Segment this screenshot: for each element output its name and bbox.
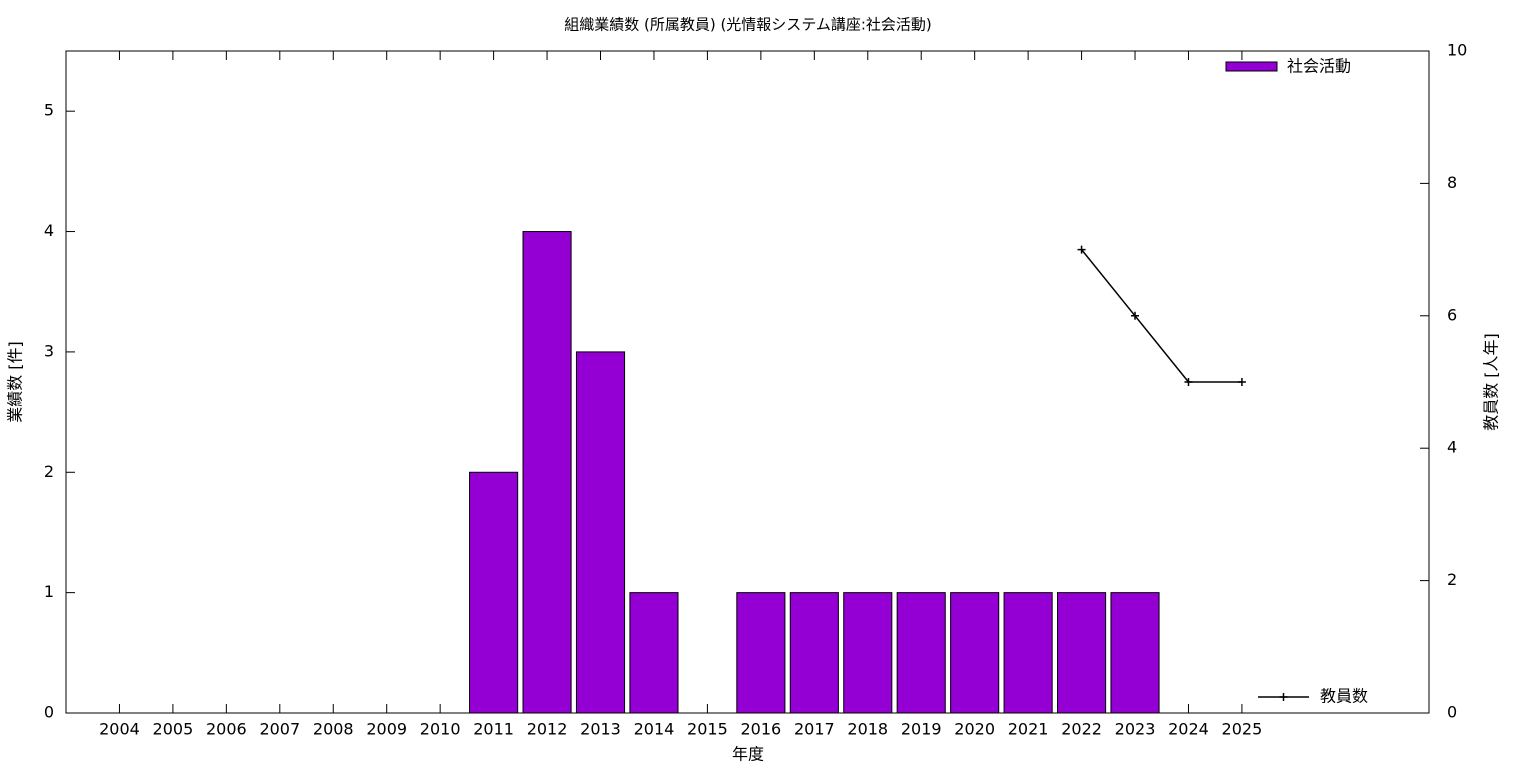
x-axis-label: 年度 — [732, 745, 764, 764]
x-tick-label: 2008 — [313, 720, 354, 739]
bar — [522, 231, 572, 714]
bar — [629, 592, 679, 714]
legend-label: 教員数 — [1320, 687, 1368, 706]
bar — [950, 592, 1000, 714]
x-tick-label: 2021 — [1008, 720, 1049, 739]
y-tick-label: 2 — [44, 462, 54, 481]
x-tick-label: 2016 — [741, 720, 782, 739]
y2-tick-label: 6 — [1447, 305, 1457, 324]
y-tick-label: 0 — [44, 703, 54, 722]
y2-axis-label: 教員数 [人年] — [1482, 333, 1501, 431]
x-tick-label: 2013 — [580, 720, 621, 739]
x-tick-label: 2025 — [1222, 720, 1263, 739]
y2-tick-label: 4 — [1447, 438, 1457, 457]
bar — [1003, 592, 1053, 714]
legend-swatch — [1225, 61, 1278, 72]
y2-tick-label: 0 — [1447, 703, 1457, 722]
y-tick-label: 3 — [44, 341, 54, 360]
x-tick-label: 2004 — [99, 720, 140, 739]
x-tick-label: 2020 — [954, 720, 995, 739]
x-tick-label: 2010 — [420, 720, 461, 739]
y-tick-label: 4 — [44, 221, 54, 240]
x-tick-label: 2012 — [527, 720, 568, 739]
x-tick-label: 2024 — [1168, 720, 1209, 739]
bar — [1057, 592, 1107, 714]
bar — [843, 592, 893, 714]
x-tick-label: 2014 — [634, 720, 675, 739]
bar — [1110, 592, 1160, 714]
x-tick-label: 2017 — [794, 720, 835, 739]
bar — [896, 592, 946, 714]
line — [1080, 249, 1242, 383]
x-tick-label: 2019 — [901, 720, 942, 739]
bar — [469, 471, 519, 714]
x-tick-label: 2015 — [687, 720, 728, 739]
bar — [575, 351, 626, 714]
y-tick-label: 5 — [44, 101, 54, 120]
y-tick-label: 1 — [44, 582, 54, 601]
legend-marker — [1279, 693, 1288, 701]
y2-tick-label: 2 — [1447, 570, 1457, 589]
chart-title: 組織業績数 (所属教員) (光情報システム講座:社会活動) — [564, 16, 932, 34]
bar — [736, 592, 786, 714]
x-tick-label: 2006 — [206, 720, 247, 739]
x-tick-label: 2005 — [153, 720, 194, 739]
x-tick-label: 2023 — [1115, 720, 1156, 739]
x-tick-label: 2018 — [847, 720, 888, 739]
x-tick-label: 2022 — [1061, 720, 1102, 739]
x-tick-label: 2007 — [259, 720, 300, 739]
bar — [789, 592, 839, 714]
x-tick-label: 2009 — [366, 720, 407, 739]
x-tick-label: 2011 — [473, 720, 514, 739]
y2-tick-label: 10 — [1447, 41, 1467, 60]
y-axis-label: 業績数 [件] — [6, 341, 25, 423]
y2-tick-label: 8 — [1447, 173, 1457, 192]
legend-label: 社会活動 — [1287, 57, 1351, 76]
